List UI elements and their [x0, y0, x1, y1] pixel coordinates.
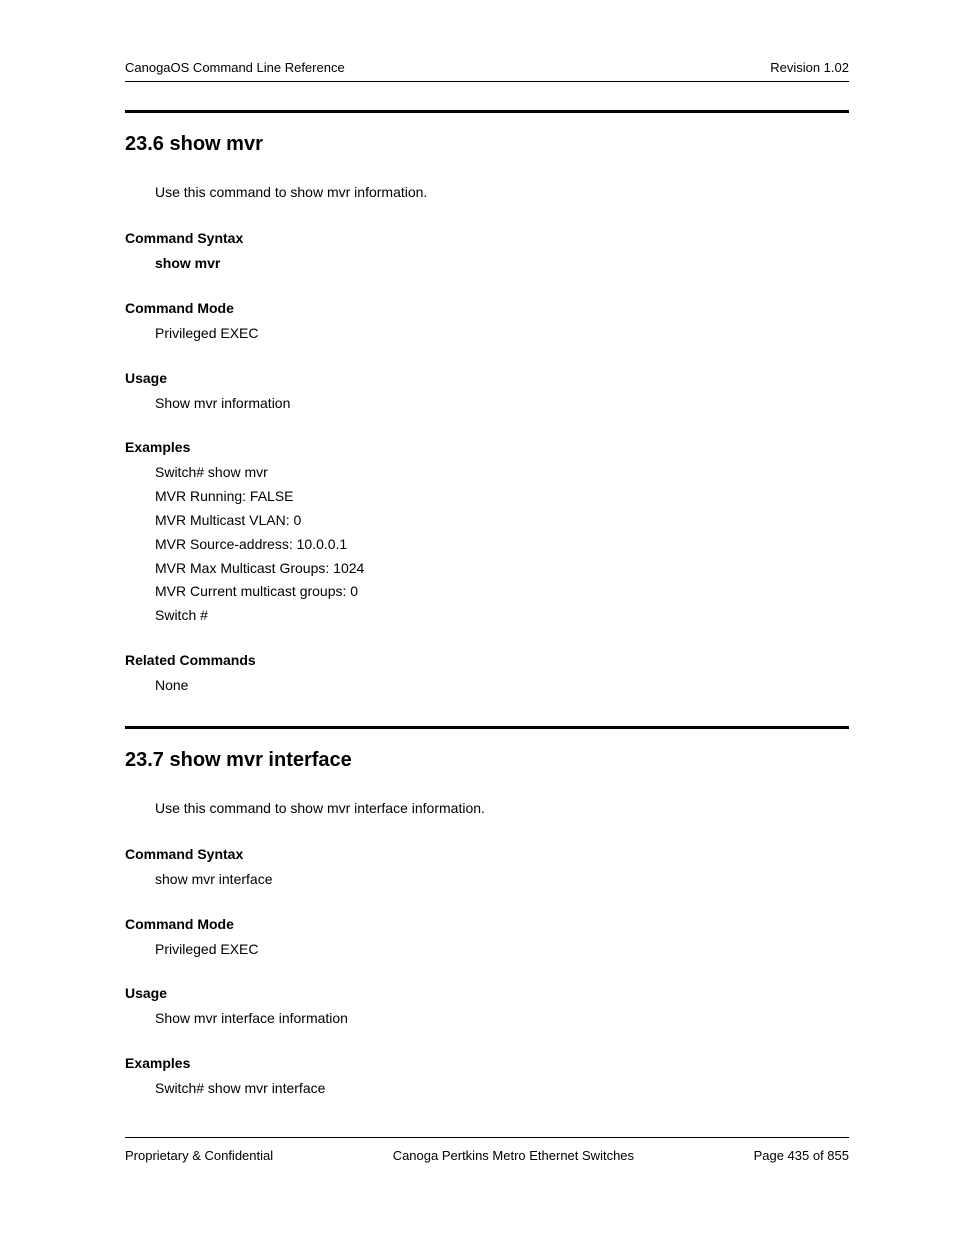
command-mode-block: Command Mode Privileged EXEC: [125, 300, 849, 346]
section-title: show mvr: [170, 133, 263, 155]
example-line: MVR Running: FALSE: [155, 485, 849, 509]
related-commands-body: None: [155, 674, 849, 698]
example-line: Switch# show mvr: [155, 461, 849, 485]
section-rule: [125, 726, 849, 729]
section-intro: Use this command to show mvr information…: [155, 184, 849, 200]
related-commands-block: Related Commands None: [125, 652, 849, 698]
footer-center: Canoga Pertkins Metro Ethernet Switches: [393, 1148, 634, 1163]
section-heading-23-7: 23.7 show mvr interface: [125, 749, 849, 772]
page-footer: Proprietary & Confidential Canoga Pertki…: [125, 1137, 849, 1163]
command-syntax-body: show mvr: [155, 252, 849, 276]
section-title: show mvr interface: [170, 749, 352, 771]
section-number: 23.7: [125, 749, 164, 771]
section-number: 23.6: [125, 133, 164, 155]
command-syntax-block: Command Syntax show mvr: [125, 230, 849, 276]
examples-label: Examples: [125, 1055, 849, 1071]
page-header: CanogaOS Command Line Reference Revision…: [125, 60, 849, 82]
command-syntax-body: show mvr interface: [155, 868, 849, 892]
usage-label: Usage: [125, 370, 849, 386]
section-intro: Use this command to show mvr interface i…: [155, 800, 849, 816]
footer-rule: [125, 1137, 849, 1138]
section-heading-23-6: 23.6 show mvr: [125, 133, 849, 156]
footer-row: Proprietary & Confidential Canoga Pertki…: [125, 1148, 849, 1163]
header-left: CanogaOS Command Line Reference: [125, 60, 345, 75]
examples-block: Examples Switch# show mvr interface: [125, 1055, 849, 1101]
command-syntax-block: Command Syntax show mvr interface: [125, 846, 849, 892]
command-mode-label: Command Mode: [125, 916, 849, 932]
command-mode-label: Command Mode: [125, 300, 849, 316]
usage-label: Usage: [125, 985, 849, 1001]
example-line: Switch# show mvr interface: [155, 1077, 849, 1101]
footer-left: Proprietary & Confidential: [125, 1148, 273, 1163]
examples-body-1: Switch# show mvr interface: [155, 1077, 849, 1101]
command-mode-body: Privileged EXEC: [155, 322, 849, 346]
example-line: MVR Max Multicast Groups: 1024: [155, 557, 849, 581]
example-line: MVR Source-address: 10.0.0.1: [155, 533, 849, 557]
command-mode-body: Privileged EXEC: [155, 938, 849, 962]
usage-body: Show mvr interface information: [155, 1007, 849, 1031]
example-line: Switch #: [155, 604, 849, 628]
command-syntax-label: Command Syntax: [125, 846, 849, 862]
related-commands-label: Related Commands: [125, 652, 849, 668]
command-syntax-label: Command Syntax: [125, 230, 849, 246]
header-right: Revision 1.02: [770, 60, 849, 75]
example-line: MVR Multicast VLAN: 0: [155, 509, 849, 533]
example-line: MVR Current multicast groups: 0: [155, 580, 849, 604]
usage-block: Usage Show mvr interface information: [125, 985, 849, 1031]
examples-block: Examples Switch# show mvr MVR Running: F…: [125, 439, 849, 628]
section-rule: [125, 110, 849, 113]
examples-body-0: Switch# show mvr MVR Running: FALSE MVR …: [155, 461, 849, 628]
usage-body: Show mvr information: [155, 392, 849, 416]
page-content: CanogaOS Command Line Reference Revision…: [0, 0, 954, 1101]
usage-block: Usage Show mvr information: [125, 370, 849, 416]
command-mode-block: Command Mode Privileged EXEC: [125, 916, 849, 962]
footer-right: Page 435 of 855: [754, 1148, 849, 1163]
examples-label: Examples: [125, 439, 849, 455]
